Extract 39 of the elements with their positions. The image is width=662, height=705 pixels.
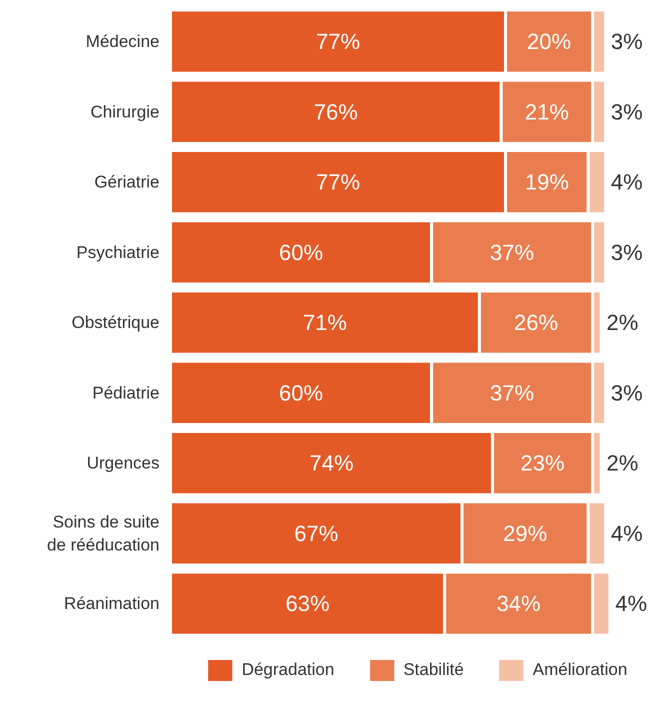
y-tick-label: Chirurgie	[90, 102, 160, 122]
data-label: 71%	[302, 310, 347, 336]
data-label: 29%	[503, 520, 548, 546]
y-tick-label: Urgences	[86, 454, 160, 473]
legend-label: Stabilité	[403, 660, 464, 680]
y-tick-label: Soins de suite de rééducation	[47, 512, 160, 554]
data-label: 67%	[294, 520, 338, 546]
data-label: 2%	[606, 310, 638, 336]
data-label: 60%	[279, 240, 324, 265]
data-label: 63%	[286, 591, 330, 616]
legend-label: Amélioration	[532, 660, 628, 680]
data-label: 77%	[316, 29, 360, 54]
data-label: 21%	[524, 99, 569, 124]
data-label: 3%	[610, 29, 643, 54]
data-label: 4%	[610, 520, 643, 546]
data-label: 3%	[610, 240, 643, 265]
y-tick-label: Gériatrie	[94, 172, 160, 192]
data-label: 76%	[314, 99, 358, 124]
data-label: 2%	[606, 450, 638, 476]
data-label: 19%	[524, 170, 569, 195]
y-tick-label: Psychiatrie	[76, 242, 160, 262]
data-label: 26%	[514, 310, 558, 336]
y-tick-label: Pédiatrie	[92, 383, 160, 402]
data-label: 3%	[610, 99, 643, 124]
y-tick-label: Réanimation	[64, 594, 160, 614]
y-tick-label: Obstétrique	[72, 313, 160, 332]
data-label: 23%	[520, 450, 565, 476]
data-label: 4%	[610, 170, 643, 195]
data-label: 20%	[527, 29, 572, 54]
data-label: 74%	[309, 450, 354, 476]
y-tick-label: Médecine	[86, 32, 160, 52]
legend-label: Dégradation	[242, 660, 334, 680]
data-label: 4%	[615, 591, 648, 616]
data-label: 37%	[490, 380, 534, 406]
data-label: 34%	[496, 591, 541, 616]
data-label: 3%	[610, 380, 643, 406]
data-label: 37%	[490, 240, 534, 265]
data-label: 77%	[316, 170, 360, 195]
data-label: 60%	[279, 380, 324, 406]
